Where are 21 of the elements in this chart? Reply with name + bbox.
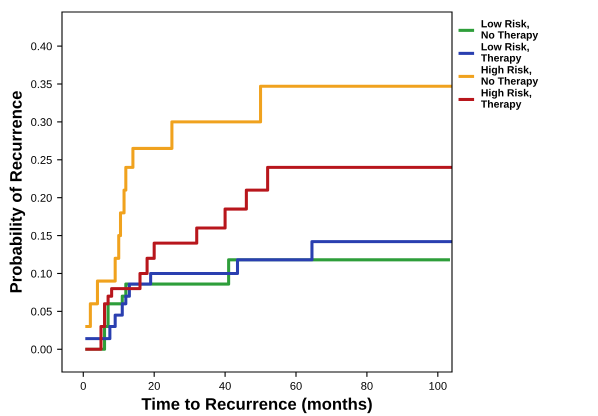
y-tick-label: 0.00 xyxy=(31,346,52,354)
legend-label: High Risk, No Therapy xyxy=(482,66,538,87)
y-axis-title: Probability of Recurrence xyxy=(10,91,26,292)
y-tick-label: 0.10 xyxy=(31,270,52,278)
y-tick-label: 0.30 xyxy=(31,118,52,126)
y-tick-label: 0.35 xyxy=(31,80,52,88)
y-tick-label: 0.20 xyxy=(31,194,52,202)
legend-label: Low Risk, Therapy xyxy=(481,42,529,64)
legend-label: Low Risk, No Therapy xyxy=(482,20,538,41)
y-tick-label: 0.40 xyxy=(31,42,52,50)
x-axis-title: Time to Recurrence (months) xyxy=(142,398,372,414)
y-tick-label: 0.15 xyxy=(31,232,52,240)
y-tick-label: 0.05 xyxy=(31,308,52,316)
x-tick-label: 40 xyxy=(219,382,231,390)
x-tick-label: 100 xyxy=(429,382,447,390)
x-tick-label: 0 xyxy=(80,382,86,390)
y-tick-label: 0.25 xyxy=(31,156,52,164)
legend-label: High Risk, Therapy xyxy=(481,88,532,110)
x-tick-label: 60 xyxy=(290,382,302,390)
x-tick-label: 80 xyxy=(361,382,373,390)
x-tick-label: 20 xyxy=(148,382,160,390)
